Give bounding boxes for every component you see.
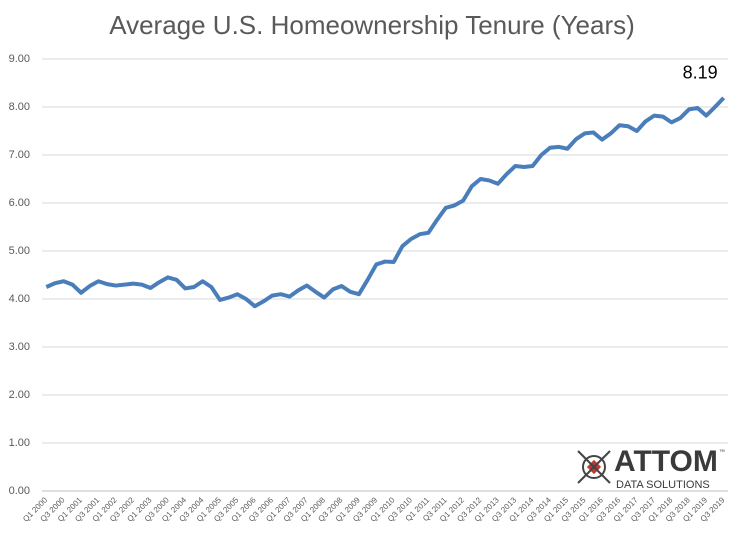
y-tick-label: 4.00	[9, 293, 30, 305]
logo-ring	[582, 455, 606, 479]
y-tick-label: 1.00	[9, 437, 30, 449]
logo-mark: ™	[719, 449, 725, 456]
data-label: 8.19	[683, 63, 718, 83]
y-tick-label: 3.00	[9, 341, 30, 353]
logo-line	[577, 450, 611, 484]
logo-tagline: DATA SOLUTIONS	[616, 479, 710, 491]
y-tick-label: 6.00	[9, 197, 30, 209]
y-tick-label: 5.00	[9, 245, 30, 257]
y-tick-label: 8.00	[9, 101, 30, 113]
y-tick-label: 7.00	[9, 149, 30, 161]
y-tick-label: 2.00	[9, 389, 30, 401]
chart-title: Average U.S. Homeownership Tenure (Years…	[109, 10, 635, 40]
logo-icon	[577, 450, 611, 484]
logo: ATTOM ™ DATA SOLUTIONS	[577, 445, 725, 491]
y-tick-label: 9.00	[9, 53, 30, 65]
line-series	[45, 96, 726, 309]
logo-name: ATTOM	[614, 445, 718, 478]
y-tick-label: 0.00	[9, 485, 30, 497]
